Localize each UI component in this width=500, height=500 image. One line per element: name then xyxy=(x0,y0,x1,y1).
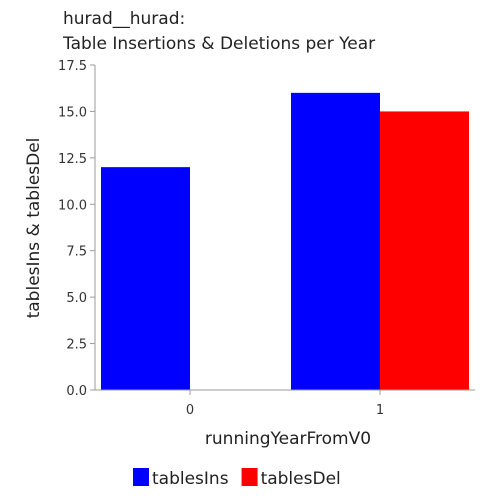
legend: tablesIns tablesDel xyxy=(133,468,341,489)
y-tick-label: 7.5 xyxy=(66,245,87,260)
legend-swatch-tablesIns xyxy=(133,468,149,486)
chart-title-line-1: hurad__hurad: xyxy=(63,9,185,29)
y-tick-label: 10.0 xyxy=(58,198,87,213)
y-tick-label: 2.5 xyxy=(66,338,87,353)
chart-title-line-2: Table Insertions & Deletions per Year xyxy=(62,34,375,54)
x-axis-label: runningYearFromV0 xyxy=(205,429,371,449)
y-axis-ticks: 0.0 2.5 5.0 7.5 10.0 12.5 15.0 17.5 xyxy=(58,59,95,399)
legend-swatch-tablesDel xyxy=(241,468,258,486)
x-tick-label: 0 xyxy=(186,403,194,418)
y-tick-label: 0.0 xyxy=(66,384,87,399)
plot-area xyxy=(101,92,469,390)
x-tick-label: 1 xyxy=(376,403,384,418)
bar-tablesDel-1 xyxy=(380,111,469,390)
legend-label-tablesDel: tablesDel xyxy=(261,469,341,489)
legend-label-tablesIns: tablesIns xyxy=(152,469,229,489)
y-tick-label: 12.5 xyxy=(58,152,87,167)
bar-tablesIns-0 xyxy=(101,167,190,390)
y-axis-label: tablesIns & tablesDel xyxy=(24,138,44,319)
bar-tablesIns-1 xyxy=(291,92,380,390)
y-tick-label: 17.5 xyxy=(58,59,87,74)
y-tick-label: 5.0 xyxy=(66,291,87,306)
y-tick-label: 15.0 xyxy=(58,105,87,120)
